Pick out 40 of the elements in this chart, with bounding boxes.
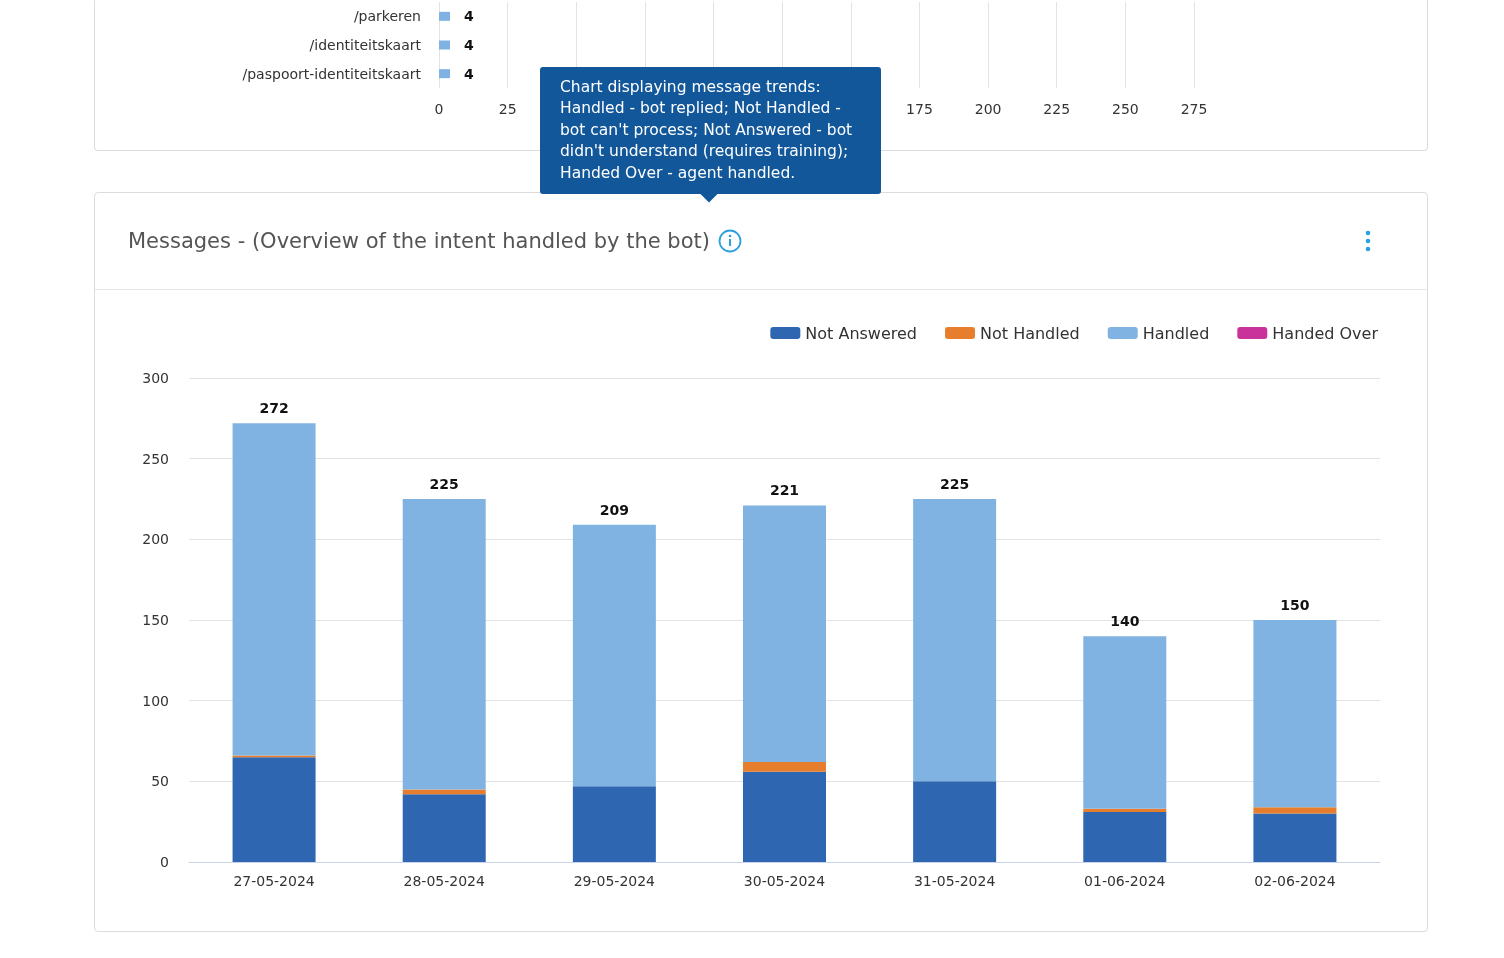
x-tick-label: 30-05-2024 [743, 873, 826, 889]
x-tick-label: 250 [1112, 101, 1139, 117]
total-label: 140 [1110, 613, 1140, 630]
x-tick-label: 175 [906, 101, 933, 117]
y-tick-label: 50 [151, 773, 169, 790]
x-tick-label: 28-05-2024 [403, 873, 485, 889]
y-tick-label: 300 [142, 370, 169, 386]
legend-label: Handed Over [1272, 323, 1379, 343]
legend-label: Handled [1142, 323, 1210, 343]
total-label: 150 [1280, 597, 1310, 613]
y-tick-label: 100 [142, 692, 169, 709]
total-label: 209 [599, 501, 629, 518]
y-tick-label: /identiteitskaart [309, 37, 422, 53]
x-tick-label: 02-06-2024 [1254, 873, 1336, 889]
total-label: 225 [429, 476, 459, 492]
annotation: Chart displaying message trends: Handled - bot replied; Not Handled - bot can't process; Not Answered - bot didn't understand (requires training); Handed Over - agent handled. [560, 78, 853, 182]
x-tick-label: 200 [974, 101, 1002, 117]
total-label: 272 [259, 400, 289, 417]
x-tick-label: 225 [1043, 101, 1071, 117]
total-label: 221 [769, 482, 800, 499]
x-tick-label: 275 [1180, 101, 1208, 117]
x-tick-label: 0 [434, 101, 444, 117]
total-label: 225 [940, 476, 970, 492]
x-tick-label: 25 [498, 101, 517, 117]
y-tick-label: /paspoort-identiteitskaart [242, 65, 422, 82]
chart-title: Messages - (Overview of the intent handled by the bot) [128, 229, 710, 253]
y-tick-label: /parkeren [353, 8, 421, 25]
x-tick-label: 29-05-2024 [573, 873, 656, 889]
y-tick-label: 200 [142, 531, 169, 548]
data-label: 4 [463, 8, 474, 25]
x-tick-label: 27-05-2024 [233, 873, 315, 889]
data-label: 4 [463, 37, 474, 53]
legend-label: Not Answered [805, 323, 918, 343]
y-tick-label: 150 [142, 612, 169, 628]
x-tick-label: 01-06-2024 [1084, 873, 1166, 889]
y-tick-label: 250 [142, 450, 169, 467]
legend-label: Not Handled [980, 323, 1080, 343]
x-tick-label: 31-05-2024 [913, 873, 996, 889]
data-label: 4 [463, 65, 474, 82]
y-tick-label: 0 [160, 854, 169, 870]
